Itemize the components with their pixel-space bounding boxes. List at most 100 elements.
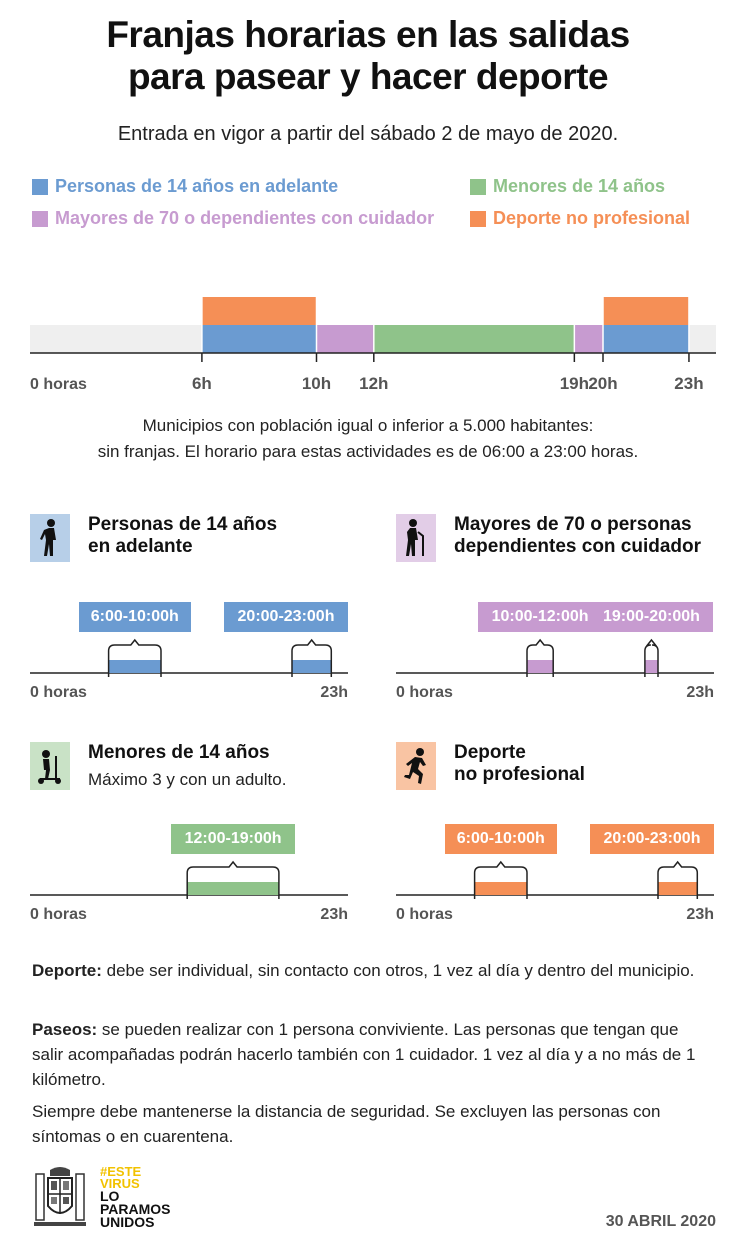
panel-timeline-svg xyxy=(396,860,714,899)
timeline-segment xyxy=(201,325,317,353)
panel-end-label: 23h xyxy=(320,906,348,923)
panel-sport-timeline: 6:00-10:00h 20:00-23:00h 0 horas 23h xyxy=(396,822,714,932)
panel-timeline-svg xyxy=(396,638,714,677)
safety-rule: Siempre debe mantenerse la distancia de … xyxy=(32,1102,661,1146)
government-coat-of-arms-icon xyxy=(32,1166,88,1230)
legend-item-adults: Personas de 14 años en adelante xyxy=(32,176,338,197)
panel-title: Deporte no profesional xyxy=(454,742,736,786)
campaign-line-4: PARAMOS xyxy=(100,1201,171,1217)
elderly-cane-icon xyxy=(396,514,436,562)
timeline-tick-label: 23h xyxy=(674,374,703,393)
sport-rule-text: debe ser individual, sin contacto con ot… xyxy=(101,961,695,980)
page-title: Franjas horarias en las salidas para pas… xyxy=(0,14,736,98)
panel-start-label: 0 horas xyxy=(30,906,87,923)
note-line-1: Municipios con población igual o inferio… xyxy=(142,416,594,435)
panel-end-label: 23h xyxy=(686,906,714,923)
panel-range-bar xyxy=(658,882,698,895)
panel-end-label: 23h xyxy=(686,684,714,701)
timeline-sport-segment xyxy=(603,297,689,325)
panel-range-bar xyxy=(527,660,554,673)
panel-title-line-2: no profesional xyxy=(454,764,585,785)
panel-range-bar xyxy=(108,660,161,673)
panel-start-label: 0 horas xyxy=(396,906,453,923)
legend-item-sport: Deporte no profesional xyxy=(470,208,690,229)
timeline-segment xyxy=(603,325,689,353)
panel-start-label: 0 horas xyxy=(396,684,453,701)
panel-title-line-1: Deporte xyxy=(454,742,526,763)
sport-rule-label: Deporte: xyxy=(32,961,102,980)
timeline-tick-label: 19h xyxy=(560,374,589,393)
note-line-2: sin franjas. El horario para estas activ… xyxy=(97,442,639,461)
timeline-tick-label: 10h xyxy=(302,374,331,393)
panel-start-label: 0 horas xyxy=(30,684,87,701)
walk-rule-text: se pueden realizar con 1 persona convivi… xyxy=(32,1020,696,1089)
legend-label: Deporte no profesional xyxy=(493,208,691,228)
child-scooter-icon xyxy=(30,742,70,790)
panel-range-bracket xyxy=(107,638,162,677)
panel-title: Mayores de 70 o personas dependientes co… xyxy=(454,514,736,558)
panel-end-label: 23h xyxy=(320,684,348,701)
walk-rule-label: Paseos: xyxy=(32,1020,98,1039)
panel-timeline-svg xyxy=(30,638,348,677)
panel-children-timeline: 12:00-19:00h 0 horas 23h xyxy=(30,822,348,932)
panel-title: Personas de 14 años en adelante xyxy=(88,514,388,558)
campaign-line-2: VIRUS xyxy=(100,1176,140,1191)
legend-label: Menores de 14 años xyxy=(493,176,666,196)
legend-swatch xyxy=(470,210,486,227)
main-timeline: 6h 10h 12h 19h 20h 23h 0 horas xyxy=(30,297,716,393)
panel-title-line-2: en adelante xyxy=(88,536,193,557)
timeline-sport-segment xyxy=(201,297,317,325)
panel-range-label: 12:00-19:00h xyxy=(171,824,296,854)
legend-item-elderly: Mayores de 70 o dependientes con cuidado… xyxy=(32,208,434,229)
sport-rule: Deporte: debe ser individual, sin contac… xyxy=(32,958,712,983)
panel-range-bar xyxy=(474,882,527,895)
panel-adults-timeline: 6:00-10:00h 20:00-23:00h 0 horas 23h xyxy=(30,600,348,710)
title-line-2: para pasear y hacer deporte xyxy=(127,56,609,97)
campaign-logo: #ESTE VIRUS LO PARAMOS UNIDOS xyxy=(100,1164,210,1230)
campaign-line-3: LO xyxy=(100,1188,120,1204)
panel-range-label: 20:00-23:00h xyxy=(590,824,714,854)
panel-range-bar xyxy=(292,660,332,673)
panel-range-label: 19:00-20:00h xyxy=(589,602,714,632)
small-municipality-note: Municipios con población igual o inferio… xyxy=(0,413,736,465)
legend-swatch xyxy=(32,210,48,227)
panel-range-bracket xyxy=(526,638,554,677)
title-line-1: Franjas horarias en las salidas xyxy=(106,14,630,55)
timeline-tick-label: 6h xyxy=(192,374,212,393)
timeline-segment xyxy=(574,325,603,353)
panel-range-label: 6:00-10:00h xyxy=(444,824,557,854)
legend-item-children: Menores de 14 años xyxy=(470,176,665,197)
publication-date: 30 ABRIL 2020 xyxy=(605,1213,716,1230)
panel-range-label: 20:00-23:00h xyxy=(224,602,348,632)
subtitle: Entrada en vigor a partir del sábado 2 d… xyxy=(117,123,619,145)
panel-subtitle: Máximo 3 y con un adulto. xyxy=(88,770,287,789)
timeline-start-label: 0 horas xyxy=(30,376,87,393)
legend-label: Personas de 14 años en adelante xyxy=(55,176,339,196)
panel-range-bracket xyxy=(644,638,659,677)
panel-title: Menores de 14 años xyxy=(88,742,270,763)
walk-rule: Paseos: se pueden realizar con 1 persona… xyxy=(32,1017,712,1092)
timeline-tick-label: 20h xyxy=(588,374,617,393)
panel-elderly-timeline: 10:00-12:00h 19:00-20:00h 0 horas 23h xyxy=(396,600,714,710)
panel-range-bracket xyxy=(186,860,280,899)
campaign-line-5: UNIDOS xyxy=(100,1214,155,1230)
panel-range-bar xyxy=(187,882,279,895)
running-person-icon xyxy=(396,742,436,790)
timeline-segment xyxy=(373,325,575,353)
panel-range-bracket xyxy=(291,638,333,677)
panel-title-line-2: dependientes con cuidador xyxy=(454,536,702,557)
campaign-line-1: #ESTE xyxy=(100,1164,142,1179)
panel-range-bracket xyxy=(473,860,528,899)
legend-swatch xyxy=(32,178,48,195)
timeline-segment xyxy=(316,325,374,353)
panel-range-bar xyxy=(644,660,658,673)
panel-timeline-svg xyxy=(30,860,348,899)
timeline-tick-label: 12h xyxy=(359,374,388,393)
panel-title-line-1: Personas de 14 años xyxy=(88,514,278,535)
legend-label: Mayores de 70 o dependientes con cuidado… xyxy=(55,208,435,228)
legend-swatch xyxy=(470,178,486,195)
panel-range-bracket xyxy=(657,860,699,899)
panel-range-label: 6:00-10:00h xyxy=(78,602,191,632)
panel-range-label: 10:00-12:00h xyxy=(478,602,603,632)
panel-title-line-1: Mayores de 70 o personas xyxy=(454,514,692,535)
